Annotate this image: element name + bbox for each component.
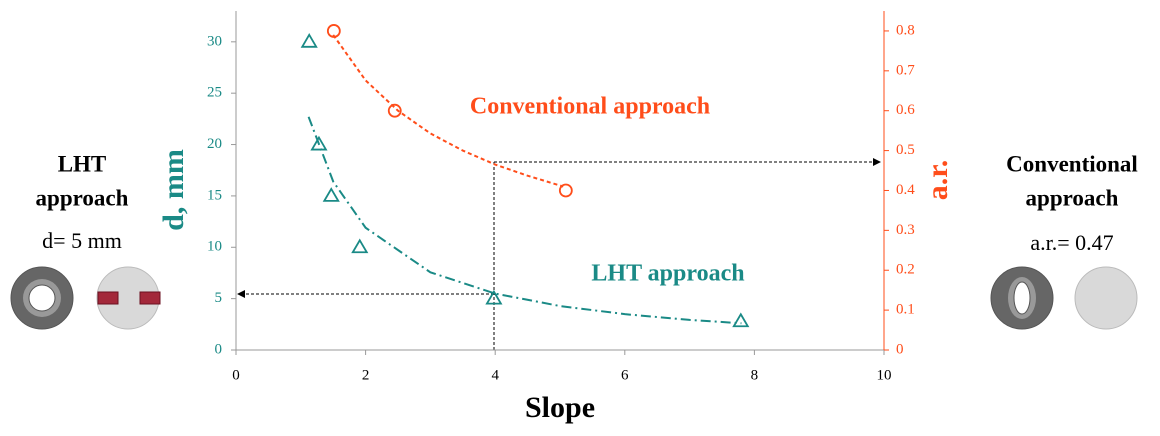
y2-tick-label: 0.5 — [896, 142, 915, 158]
point — [351, 238, 369, 254]
y-axis-title: d, mm — [157, 149, 190, 231]
annotation: approach — [36, 185, 129, 210]
x-tick-label: 8 — [751, 367, 759, 383]
y-tick-label: 0 — [215, 341, 223, 357]
point — [485, 289, 503, 305]
y2-axis-title: a.r. — [921, 160, 954, 201]
y-tick-label: 30 — [207, 33, 222, 49]
x-axis-title: Slope — [525, 391, 595, 424]
annotation: Conventional — [1006, 151, 1138, 176]
trend-line — [332, 34, 564, 188]
point — [732, 312, 750, 328]
point — [558, 183, 573, 198]
trend-line — [307, 116, 742, 325]
y2-tick-label: 0.1 — [896, 302, 915, 318]
y-tick-label: 25 — [207, 85, 222, 101]
annotation: approach — [1026, 185, 1119, 210]
point — [387, 103, 402, 118]
x-tick-label: 10 — [877, 367, 892, 383]
x-tick-label: 0 — [232, 367, 240, 383]
x-tick-label: 2 — [362, 367, 370, 383]
point — [322, 187, 340, 202]
y-tick-label: 5 — [215, 290, 223, 306]
x-tick-label: 4 — [491, 367, 499, 383]
y2-tick-label: 0.8 — [896, 22, 915, 38]
x-tick-label: 6 — [621, 367, 629, 383]
series-label: LHT approach — [591, 261, 744, 287]
y-tick-label: 10 — [207, 239, 222, 255]
series-label: Conventional approach — [470, 94, 710, 120]
annotation: LHT — [58, 151, 107, 176]
annotation: d= 5 mm — [42, 228, 122, 253]
y-tick-label: 20 — [207, 136, 222, 152]
y2-tick-label: 0.2 — [896, 262, 915, 278]
guide-arrow — [237, 158, 881, 350]
point — [310, 135, 328, 151]
annotation: a.r.= 0.47 — [1030, 230, 1113, 255]
icon — [10, 266, 1138, 330]
point — [300, 33, 318, 48]
y2-tick-label: 0.7 — [896, 62, 915, 78]
y-tick-label: 15 — [207, 187, 222, 203]
y2-tick-label: 0 — [896, 341, 904, 357]
point — [326, 24, 341, 38]
y2-tick-label: 0.4 — [896, 182, 915, 198]
y2-tick-label: 0.6 — [896, 102, 915, 118]
y2-tick-label: 0.3 — [896, 222, 915, 238]
